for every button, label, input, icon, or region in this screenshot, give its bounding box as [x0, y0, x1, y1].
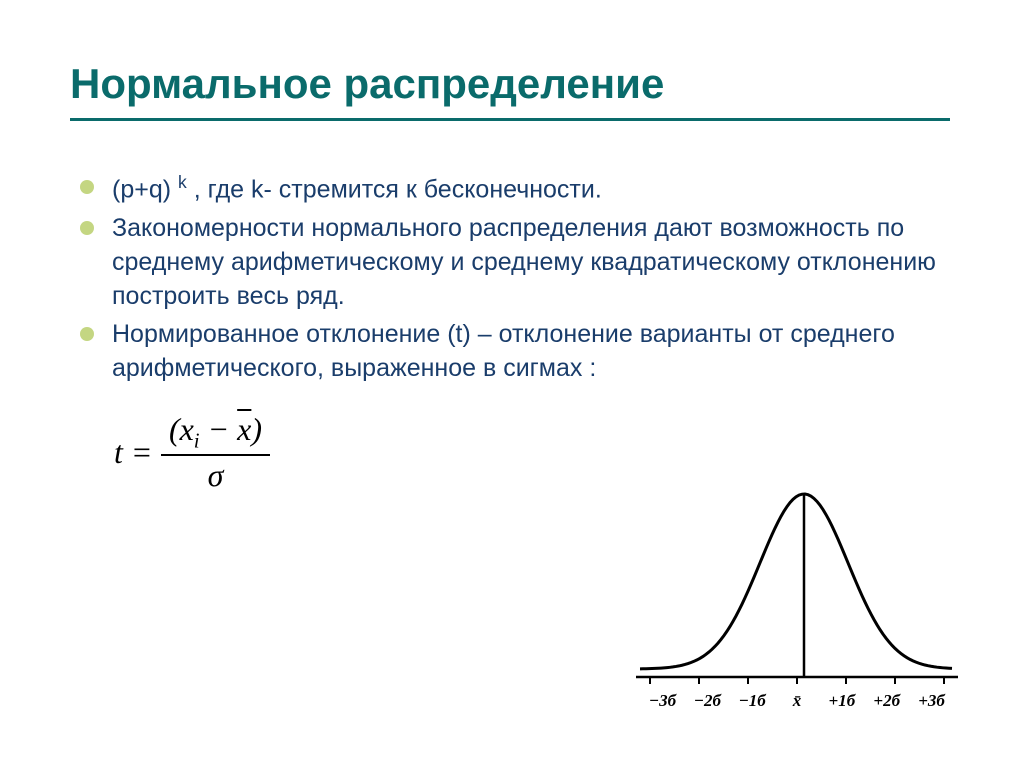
axis-tick-label: +3б [909, 691, 954, 711]
x-axis-labels: −3б−2б−1бx̄+1б+2б+3б [632, 691, 962, 711]
formula-denominator: σ [200, 456, 232, 494]
title-underline [70, 118, 950, 121]
bullet-item: (p+q) k , где k- стремится к бесконечнос… [80, 171, 954, 207]
bullet-list: (p+q) k , где k- стремится к бесконечнос… [70, 171, 954, 386]
axis-tick-label: −2б [685, 691, 730, 711]
axis-tick-label: x̄ [775, 691, 820, 711]
slide-title: Нормальное распределение [70, 60, 954, 108]
axis-tick-label: −3б [640, 691, 685, 711]
bullet-item: Нормированное отклонение (t) – отклонени… [80, 318, 954, 386]
formula-numerator: (xi − x) [161, 410, 270, 454]
normal-curve-chart: −3б−2б−1бx̄+1б+2б+3б [632, 469, 962, 719]
bullet-item: Закономерности нормального распределения… [80, 212, 954, 313]
axis-tick-label: +2б [864, 691, 909, 711]
formula-fraction: (xi − x) σ [161, 410, 270, 495]
axis-tick-label: −1б [730, 691, 775, 711]
axis-tick-label: +1б [819, 691, 864, 711]
normal-curve-svg [632, 469, 962, 719]
formula-lhs: t [114, 434, 123, 471]
formula-eq: = [133, 434, 151, 471]
